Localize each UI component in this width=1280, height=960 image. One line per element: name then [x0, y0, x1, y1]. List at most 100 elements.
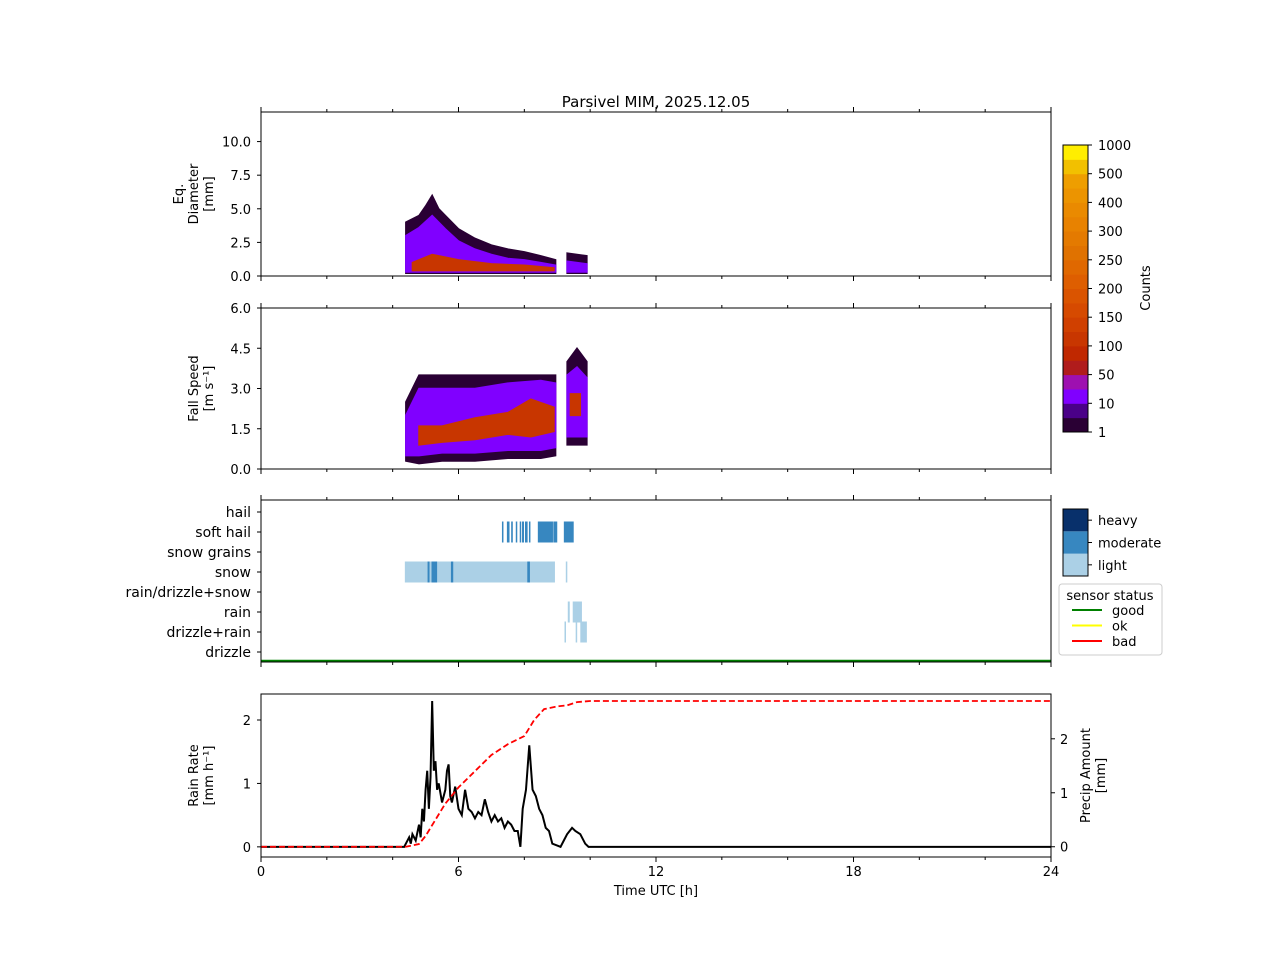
colorbar-band	[1063, 188, 1088, 203]
intensity-band	[1063, 553, 1088, 576]
colorbar-band	[1063, 231, 1088, 246]
colorbar-tick-label: 250	[1098, 254, 1123, 269]
axes-frame	[260, 307, 1052, 470]
y2-tick-label: 0	[1060, 841, 1068, 856]
colorbar-tick-label: 200	[1098, 283, 1123, 298]
precip-type-bar	[553, 521, 558, 543]
intensity-band	[1063, 509, 1088, 532]
y-tick-label: 2.5	[230, 236, 251, 251]
y-tick-label: snow	[215, 565, 251, 581]
y-tick-label: 0.0	[230, 463, 251, 478]
y2-axis-label: [mm]	[1094, 758, 1109, 793]
legend-label: ok	[1112, 620, 1128, 635]
y-axis-label: Fall Speed	[187, 355, 202, 421]
heatmap-region	[566, 260, 588, 273]
colorbar-tick-label: 1	[1098, 426, 1106, 441]
y-tick-label: soft hail	[195, 525, 251, 541]
colorbar-band	[1063, 374, 1088, 390]
intensity-frame	[1062, 508, 1089, 577]
y-tick-label: 5.0	[230, 203, 251, 218]
y-tick-label: rain/drizzle+snow	[126, 585, 251, 601]
precip-type-bar	[404, 561, 555, 583]
precip-type-bar	[511, 521, 513, 543]
precip-type-bar	[524, 521, 528, 543]
precip-amount-line	[261, 700, 1051, 848]
colorbar-band	[1063, 259, 1088, 275]
intensity-label: moderate	[1098, 537, 1161, 552]
y-tick-label: 3.0	[230, 383, 251, 398]
y-tick-label: drizzle+rain	[166, 625, 251, 641]
colorbar-band	[1063, 274, 1088, 289]
colorbar-band	[1063, 159, 1088, 175]
x-tick-label: 18	[845, 865, 862, 880]
x-tick-label: 6	[454, 865, 462, 880]
y-axis-label: [mm]	[202, 176, 217, 211]
legend-title: sensor status	[1066, 589, 1153, 604]
intensity-band	[1063, 531, 1088, 554]
precip-type-bar	[450, 561, 454, 583]
y-axis-label: [m s⁻¹]	[202, 366, 217, 412]
intensity-colorbar: light moderate heavy	[1062, 508, 1161, 577]
precip-type-bar	[431, 561, 438, 583]
colorbar-band	[1063, 417, 1088, 433]
intensity-label: light	[1098, 559, 1127, 574]
y-tick-label: 0.0	[230, 270, 251, 285]
colorbar-band	[1063, 360, 1088, 376]
colorbar-tick-label: 300	[1098, 225, 1123, 240]
precip-type-bar	[506, 521, 510, 543]
colorbar-band	[1063, 345, 1088, 361]
y-tick-label: snow grains	[167, 545, 251, 561]
colorbar-tick-label: 150	[1098, 311, 1123, 326]
axes-frame	[260, 693, 1052, 858]
y-tick-label: 6.0	[230, 302, 251, 317]
diameter-panel: 0.0 2.5 5.0 7.5 10.0 Eq. Diameter [mm]	[172, 107, 1052, 285]
colorbar-tick-label: 500	[1098, 168, 1123, 183]
precip-type-bar	[567, 601, 570, 623]
precip-type-bar	[564, 621, 566, 643]
y-tick-label: 10.0	[222, 136, 251, 151]
colorbar-label: Counts	[1139, 265, 1154, 311]
colorbar-band	[1063, 403, 1088, 419]
precip-type-bar	[522, 521, 525, 543]
colorbar-band	[1063, 288, 1088, 304]
colorbar-band	[1063, 331, 1088, 347]
precip-type-bar	[580, 621, 587, 643]
y-tick-label: 0	[243, 841, 251, 856]
y2-axis-label: Precip Amount	[1079, 728, 1094, 823]
y-tick-label: hail	[226, 505, 251, 521]
precip-type-bar	[565, 561, 568, 583]
colorbar-band	[1063, 388, 1088, 404]
precip-type-bar	[528, 521, 531, 543]
y-tick-label: drizzle	[205, 645, 251, 661]
legend-label: bad	[1112, 635, 1136, 650]
colorbar-band	[1063, 245, 1088, 261]
y-axis-label: Diameter	[187, 163, 202, 224]
y-tick-label: rain	[224, 605, 251, 621]
legend-box	[1058, 583, 1163, 656]
counts-colorbar: 1 10 50 100 150 200 250 300 400 500 1000 Counts	[1062, 139, 1154, 441]
precip-type-bar	[563, 521, 574, 543]
y-axis-label: Eq.	[172, 184, 187, 205]
precip-type-bar	[519, 521, 522, 543]
colorbar-band	[1063, 173, 1088, 189]
rain-rate-line	[261, 700, 1051, 849]
y-axis-label: [mm h⁻¹]	[202, 746, 217, 806]
x-tick-label: 24	[1043, 865, 1060, 880]
heatmap-region	[569, 393, 582, 417]
x-tick-label: 12	[648, 865, 665, 880]
axes-frame	[260, 111, 1052, 277]
colorbar-band	[1063, 216, 1088, 232]
y-axis-label: Rain Rate	[187, 744, 202, 807]
x-tick-label: 0	[257, 865, 265, 880]
precip-type-bar	[427, 561, 430, 583]
axes-frame	[260, 499, 1052, 663]
y-tick-label: 1	[243, 777, 251, 792]
y-tick-label: 4.5	[230, 342, 251, 357]
colorbar-tick-label: 1000	[1098, 139, 1131, 154]
intensity-label: heavy	[1098, 514, 1138, 529]
colorbar-tick-label: 10	[1098, 397, 1115, 412]
colorbar-band	[1063, 145, 1088, 160]
